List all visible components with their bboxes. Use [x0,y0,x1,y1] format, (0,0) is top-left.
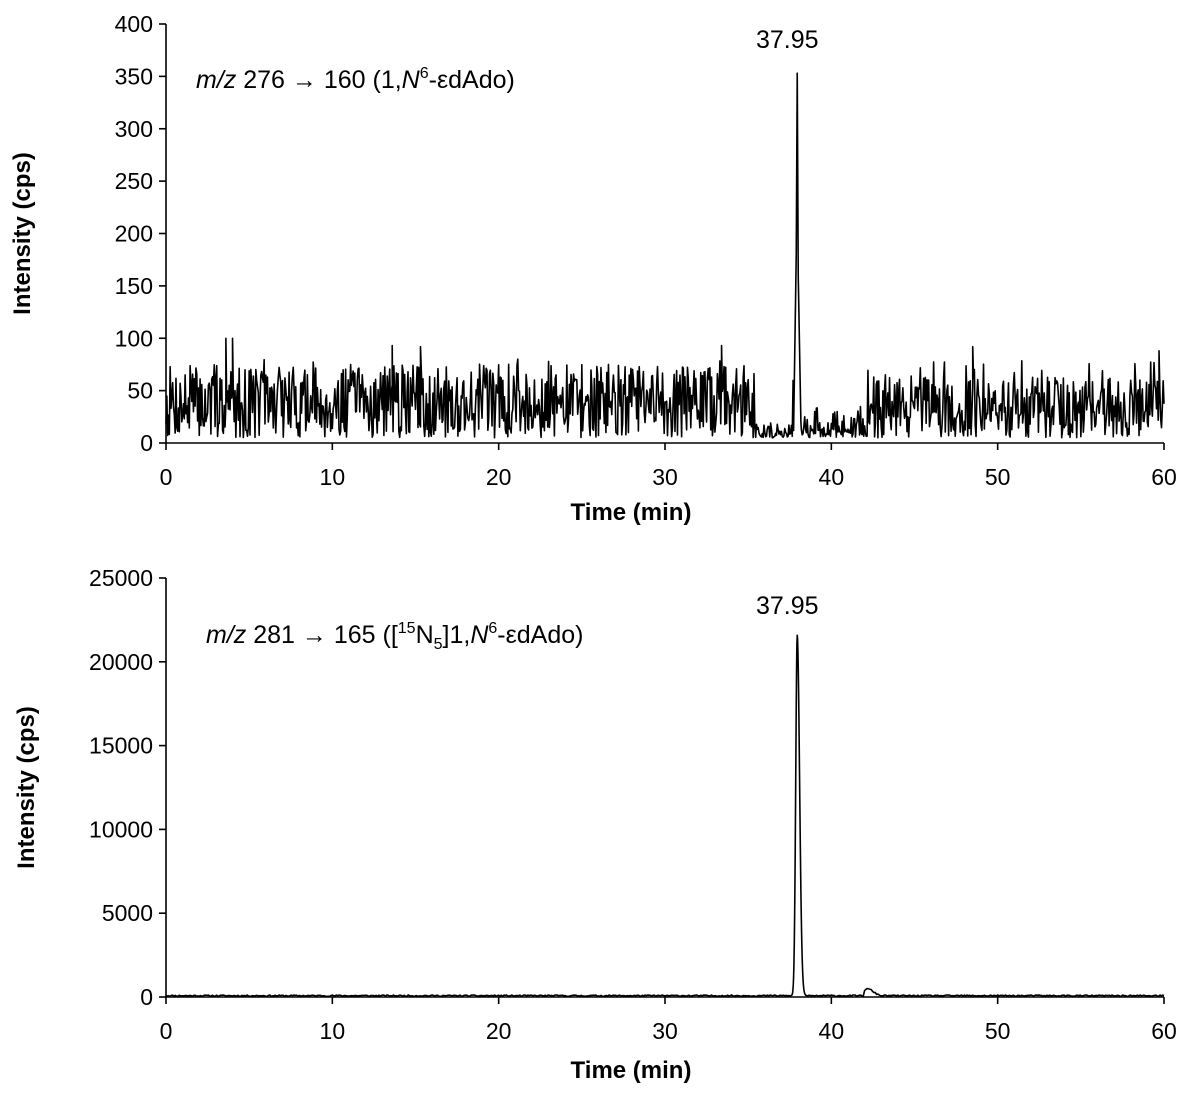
transition-part: 15 [398,620,416,637]
y-tick-label: 50 [127,378,153,404]
transition-part: N [470,621,489,649]
transition-part: → [292,66,317,94]
transition-part: 165 ([ [327,621,398,649]
x-axis-title: Time (min) [571,1057,692,1084]
transition-part: m/z [206,621,247,649]
transition-part: 160 (1, [317,66,402,94]
transition-part: 5 [434,636,443,653]
y-tick-label: 100 [115,325,153,351]
x-tick-label: 30 [652,464,678,490]
transition-part: N [416,621,434,649]
y-tick-label: 20000 [89,649,153,675]
x-axis-title: Time (min) [571,499,692,526]
y-tick-label: 250 [115,168,153,194]
x-tick-label: 10 [320,464,346,490]
y-axis-title: Intensity (cps) [9,152,36,315]
transition-part: 6 [488,620,497,637]
y-tick-label: 300 [115,116,153,142]
y-tick-label: 400 [115,11,153,37]
y-tick-label: 150 [115,273,153,299]
transition-part: 281 [246,621,302,649]
x-tick-label: 0 [160,1018,173,1044]
transition-annotation: m/z 276 → 160 (1,N6-εdAdo) [196,65,515,94]
x-tick-label: 20 [486,1018,512,1044]
x-tick-label: 50 [985,1018,1011,1044]
y-tick-label: 25000 [89,565,153,591]
transition-part: → [302,621,327,649]
peak-label: 37.95 [756,26,819,54]
x-tick-label: 40 [819,1018,845,1044]
y-axis-title: Intensity (cps) [13,706,40,869]
chromatogram-trace [165,72,1165,439]
peak-label: 37.95 [756,592,819,620]
transition-part: -εdAdo) [429,66,515,94]
x-tick-label: 30 [652,1018,678,1044]
x-tick-label: 60 [1151,1018,1177,1044]
y-tick-label: 200 [115,221,153,247]
chromatogram-trace [165,634,1165,998]
x-tick-label: 20 [486,464,512,490]
chart-top-panel: 0 50 100 150 200 250 300 350 400 0 10 20 30 40 50 60 Tim… [9,11,1177,526]
transition-part: N [402,66,421,94]
transition-part: 276 [236,66,292,94]
x-tick-label: 50 [985,464,1011,490]
transition-annotation: m/z 281 → 165 ([15N5]1,N6-εdAdo) [206,620,583,653]
y-tick-label: 0 [140,984,153,1010]
transition-part: ]1, [443,621,471,649]
chart-bottom-panel: 0 5000 10000 15000 20000 25000 0 10 20 30 40 50 60 Ti… [13,565,1177,1084]
transition-part: -εdAdo) [497,621,583,649]
x-tick-label: 0 [160,464,173,490]
y-tick-label: 10000 [89,816,153,842]
y-tick-label: 15000 [89,733,153,759]
y-tick-label: 350 [115,63,153,89]
transition-part: m/z [196,66,237,94]
x-tick-label: 10 [320,1018,346,1044]
x-tick-label: 40 [819,464,845,490]
x-tick-label: 60 [1151,464,1177,490]
y-tick-label: 0 [140,430,153,456]
y-tick-label: 5000 [102,900,153,926]
transition-part: 6 [420,65,429,82]
